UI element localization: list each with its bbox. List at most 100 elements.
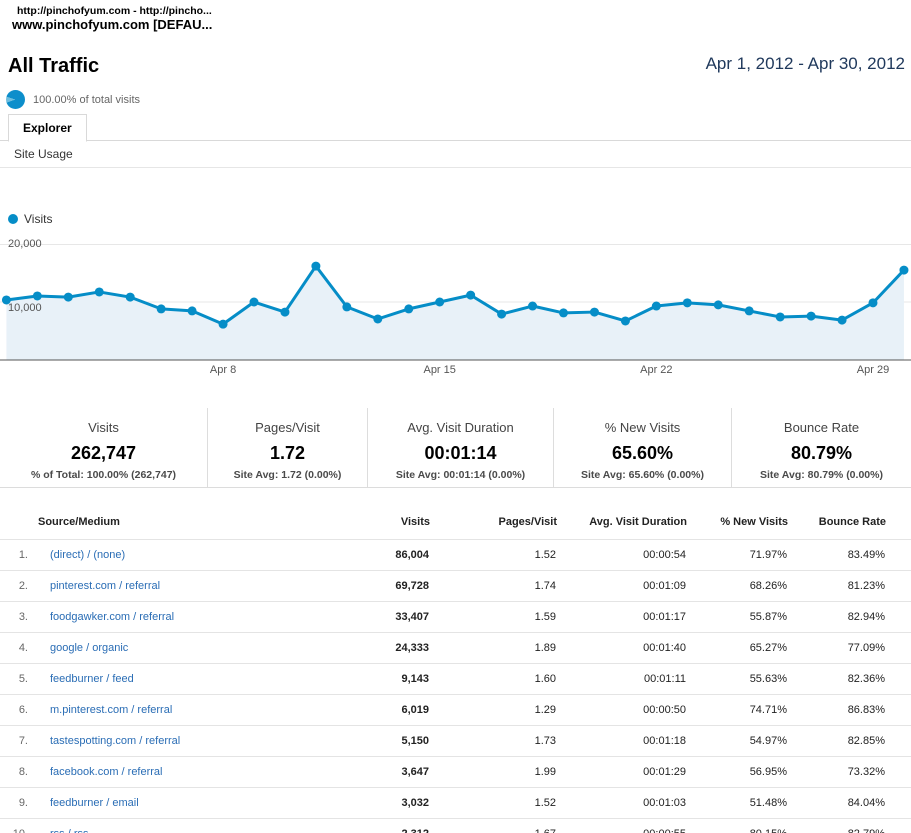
stat-box: Bounce Rate 80.79% Site Avg: 80.79% (0.0… [732,408,911,487]
table-row: 2. pinterest.com / referral 69,728 1.74 … [0,570,911,602]
stat-label: % New Visits [604,420,681,435]
row-new-visits: 68.26% [687,570,788,602]
source-medium-link[interactable]: facebook.com / referral [50,766,163,778]
legend-visits-label: Visits [24,212,53,226]
row-pages-visit: 1.52 [430,539,557,571]
stat-box: Pages/Visit 1.72 Site Avg: 1.72 (0.00%) [208,408,368,487]
row-visits: 3,647 [355,756,430,788]
x-axis-tick-label: Apr 8 [209,364,237,376]
row-duration: 00:00:54 [557,539,687,571]
table-row: 7. tastespotting.com / referral 5,150 1.… [0,725,911,757]
row-new-visits: 55.63% [687,663,788,695]
row-duration: 00:01:29 [557,756,687,788]
row-visits: 6,019 [355,694,430,726]
x-axis-tick-label: Apr 15 [423,364,456,376]
row-duration: 00:01:09 [557,570,687,602]
row-bounce: 81.23% [788,570,886,602]
source-medium-link[interactable]: m.pinterest.com / referral [50,704,173,716]
row-pages-visit: 1.67 [430,818,557,833]
stat-box: Avg. Visit Duration 00:01:14 Site Avg: 0… [368,408,554,487]
stat-value: 262,747 [70,443,137,463]
row-spacer [886,663,911,695]
date-range-selector[interactable]: Apr 1, 2012 - Apr 30, 2012 [705,54,905,73]
header-visits[interactable]: Visits [400,516,430,528]
source-medium-link[interactable]: foodgawker.com / referral [50,611,175,623]
row-spacer [886,539,911,571]
row-new-visits: 56.95% [687,756,788,788]
header-source-medium[interactable]: Source/Medium [38,516,120,528]
row-rank: 8. [0,756,38,788]
chart-legend: Visits [8,212,52,226]
stat-subtext: Site Avg: 80.79% (0.00%) [760,469,883,481]
source-medium-link[interactable]: feedburner / feed [50,673,134,685]
row-pages-visit: 1.60 [430,663,557,695]
stat-subtext: % of Total: 100.00% (262,747) [30,469,177,481]
row-bounce: 82.79% [788,818,886,833]
row-new-visits: 51.48% [687,787,788,819]
stat-label: Bounce Rate [783,420,860,435]
source-medium-link[interactable]: feedburner / email [50,797,139,809]
tab-explorer[interactable]: Explorer [8,114,87,142]
header-pages-visit[interactable]: Pages/Visit [498,516,558,528]
row-spacer [886,632,911,664]
row-spacer [886,756,911,788]
row-duration: 00:01:11 [557,663,687,695]
row-pages-visit: 1.73 [430,725,557,757]
table-row: 3. foodgawker.com / referral 33,407 1.59… [0,601,911,633]
stat-subtext: Site Avg: 1.72 (0.00%) [233,469,342,481]
subtab-divider-line [0,167,911,168]
row-bounce: 84.04% [788,787,886,819]
visits-timeseries-chart[interactable] [0,232,911,363]
header-bounce-rate[interactable]: Bounce Rate [818,516,886,528]
row-bounce: 82.85% [788,725,886,757]
row-visits: 2,312 [355,818,430,833]
source-medium-link[interactable]: (direct) / (none) [50,549,126,561]
row-visits: 3,032 [355,787,430,819]
row-visits: 5,150 [355,725,430,757]
row-bounce: 77.09% [788,632,886,664]
row-spacer [886,787,911,819]
window-title-line1: http://pinchofyum.com - http://pincho... [17,5,212,17]
table-row: 1. (direct) / (none) 86,004 1.52 00:00:5… [0,539,911,571]
y-axis-tick-label: 10,000 [8,302,42,314]
row-bounce: 86.83% [788,694,886,726]
row-rank: 6. [0,694,38,726]
row-duration: 00:01:03 [557,787,687,819]
stat-value: 80.79% [790,443,853,463]
row-pages-visit: 1.89 [430,632,557,664]
stat-box: Visits 262,747 % of Total: 100.00% (262,… [0,408,208,487]
source-medium-link[interactable]: rss / rss [50,828,89,833]
table-row: 6. m.pinterest.com / referral 6,019 1.29… [0,694,911,726]
subtab-site-usage[interactable]: Site Usage [14,147,73,161]
row-new-visits: 74.71% [687,694,788,726]
stat-value: 00:01:14 [424,443,497,463]
row-bounce: 73.32% [788,756,886,788]
row-visits: 86,004 [355,539,430,571]
percent-of-total-label: 100.00% of total visits [33,94,141,106]
row-pages-visit: 1.99 [430,756,557,788]
page-title: All Traffic [8,55,100,77]
table-row: 9. feedburner / email 3,032 1.52 00:01:0… [0,787,911,819]
source-medium-link[interactable]: google / organic [50,642,129,654]
row-pages-visit: 1.74 [430,570,557,602]
y-axis-tick-label: 20,000 [8,238,42,250]
source-medium-link[interactable]: tastespotting.com / referral [50,735,181,747]
row-pages-visit: 1.52 [430,787,557,819]
row-rank: 3. [0,601,38,633]
table-row: 10. rss / rss 2,312 1.67 00:00:55 80.15%… [0,818,911,833]
table-header-row: Source/Medium Visits Pages/Visit Avg. Vi… [0,505,911,540]
stat-value: 65.60% [611,443,674,463]
row-rank: 7. [0,725,38,757]
source-medium-link[interactable]: pinterest.com / referral [50,580,161,592]
row-new-visits: 65.27% [687,632,788,664]
x-axis-tick-label: Apr 22 [640,364,673,376]
row-spacer [886,725,911,757]
header-new-visits[interactable]: % New Visits [720,516,788,528]
header-avg-visit-duration[interactable]: Avg. Visit Duration [589,516,687,528]
row-duration: 00:01:40 [557,632,687,664]
row-duration: 00:00:55 [557,818,687,833]
row-bounce: 83.49% [788,539,886,571]
table-row: 4. google / organic 24,333 1.89 00:01:40… [0,632,911,664]
stat-subtext: Site Avg: 65.60% (0.00%) [581,469,704,481]
row-spacer [886,694,911,726]
